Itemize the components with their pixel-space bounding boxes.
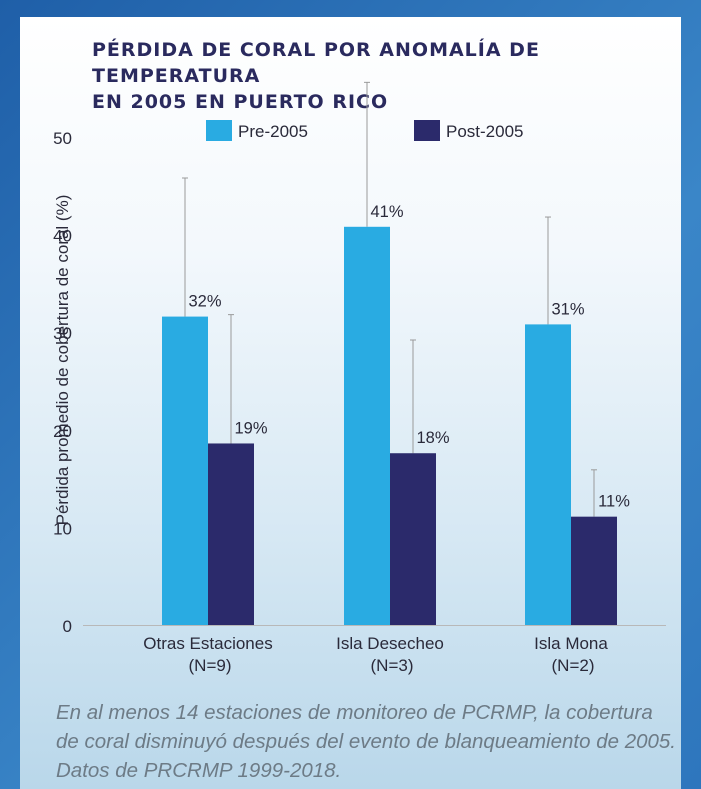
data-label-1-0: 19% xyxy=(234,419,267,437)
bar-0-1 xyxy=(344,226,390,626)
data-label-0-0: 32% xyxy=(188,293,221,311)
bar-1-1 xyxy=(390,453,436,625)
legend-swatch-0 xyxy=(206,120,232,141)
y-tick-label-5: 50 xyxy=(53,129,72,148)
data-label-1-2: 11% xyxy=(598,493,630,511)
bar-1-2 xyxy=(571,516,617,625)
category-n-label-2: (N=2) xyxy=(552,656,595,675)
data-label-0-2: 31% xyxy=(551,300,584,318)
bar-0-0 xyxy=(162,316,208,625)
chart-title: PÉRDIDA DE CORAL POR ANOMALÍA DE TEMPERA… xyxy=(92,37,672,115)
data-label-1-1: 18% xyxy=(416,429,449,447)
chart-title-line-1: PÉRDIDA DE CORAL POR ANOMALÍA DE TEMPERA… xyxy=(92,39,540,87)
category-n-label-1: (N=3) xyxy=(371,656,414,675)
y-tick-label-2: 20 xyxy=(53,422,72,441)
legend-label-1: Post-2005 xyxy=(446,122,524,141)
y-tick-label-3: 30 xyxy=(53,324,72,343)
y-tick-label-4: 40 xyxy=(53,227,72,246)
chart-title-line-2: EN 2005 EN PUERTO RICO xyxy=(92,91,389,113)
y-tick-label-1: 10 xyxy=(53,519,72,538)
category-label-1: Isla Desecheo xyxy=(336,634,444,653)
legend-swatch-1 xyxy=(414,120,440,141)
category-n-label-0: (N=9) xyxy=(189,656,232,675)
bar-0-2 xyxy=(525,324,571,625)
bar-1-0 xyxy=(208,443,254,625)
category-label-0: Otras Estaciones xyxy=(143,634,272,653)
y-axis-title: Pérdida promedio de cobertura de coral (… xyxy=(53,195,72,526)
chart-caption: En al menos 14 estaciones de monitoreo d… xyxy=(56,701,676,782)
category-label-2: Isla Mona xyxy=(534,634,608,653)
y-tick-label-0: 0 xyxy=(63,617,72,636)
data-label-0-1: 41% xyxy=(370,203,403,221)
legend-label-0: Pre-2005 xyxy=(238,122,308,141)
